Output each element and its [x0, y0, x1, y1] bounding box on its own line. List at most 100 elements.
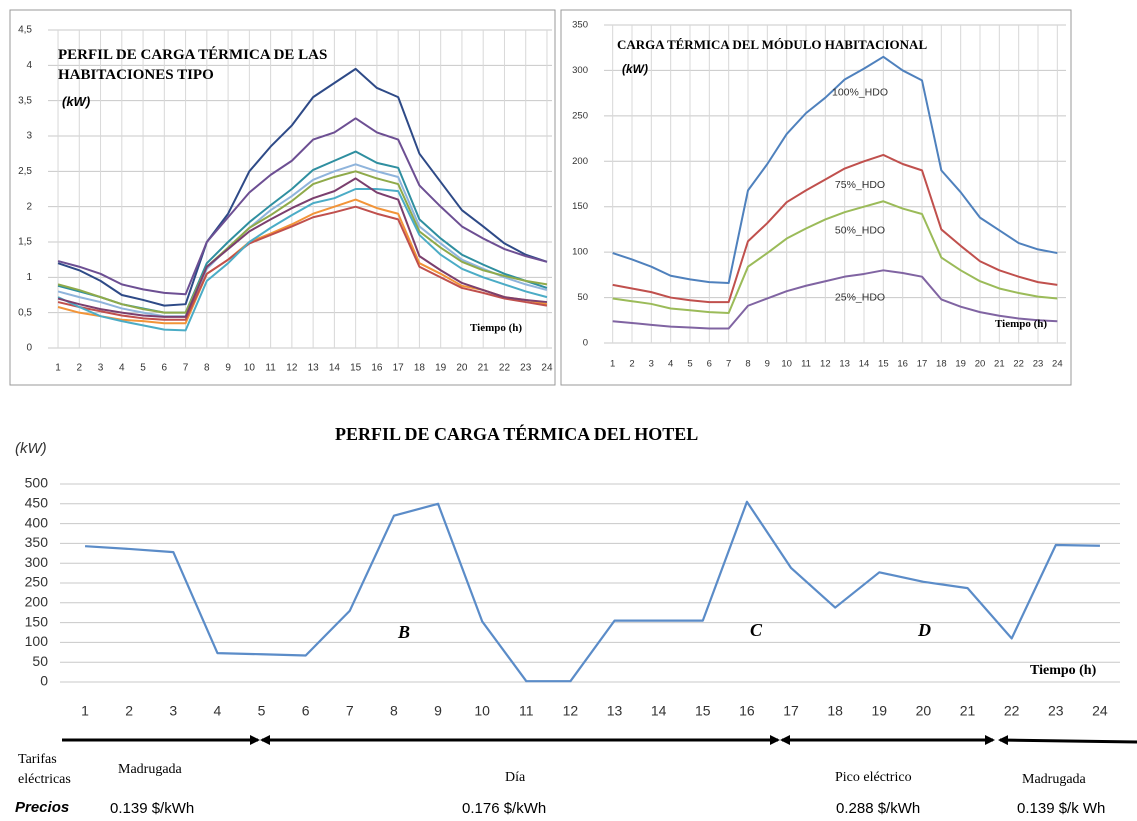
x-tick-label: 8: [745, 359, 750, 370]
series-line: [84, 500, 1100, 683]
x-tick-label: 20: [456, 363, 468, 374]
series-line: [57, 188, 548, 332]
x-tick-label: 22: [499, 363, 511, 374]
x-tick-label: 5: [258, 703, 266, 719]
x-tick-label: 18: [414, 363, 426, 374]
series-line: [612, 153, 1058, 304]
series-line: [57, 67, 548, 307]
x-tick-label: 7: [346, 703, 354, 719]
series-line: [612, 269, 1058, 330]
x-tick-label: 15: [350, 363, 362, 374]
x-tick-label: 2: [77, 363, 83, 374]
x-tick-label: 23: [1033, 359, 1044, 370]
y-tick-label: 200: [572, 156, 588, 167]
x-tick-label: 4: [119, 363, 125, 374]
x-tick-label: 6: [162, 363, 168, 374]
x-tick-label: 10: [474, 703, 490, 719]
x-tick-label: 2: [629, 359, 634, 370]
x-tick-label: 20: [975, 359, 986, 370]
x-tick-label: 17: [917, 359, 928, 370]
arrow: [998, 735, 1137, 746]
x-tick-label: 2: [125, 703, 133, 719]
y-tick-label: 0: [40, 673, 48, 689]
y-tick-label: 3,5: [18, 95, 32, 106]
series-line: [57, 177, 548, 318]
series-label: 75%_HDO: [835, 179, 885, 191]
tariff-label: Tarifas eléctricas: [18, 752, 71, 787]
series-line: [57, 198, 548, 325]
x-tick-label: 17: [393, 363, 405, 374]
x-tick-label: 1: [81, 703, 89, 719]
y-tick-label: 300: [572, 65, 588, 76]
y-tick-label: 200: [25, 594, 49, 610]
series-line: [57, 163, 548, 318]
x-tick-label: 14: [859, 359, 870, 370]
y-tick-label: 1,5: [18, 237, 32, 248]
x-tick-label: 24: [1052, 359, 1063, 370]
annotation: B: [398, 622, 411, 642]
y-tick-label: 100: [25, 633, 49, 649]
y-tick-label: 50: [32, 653, 48, 669]
x-tick-label: 22: [1004, 703, 1020, 719]
x-tick-label: 16: [897, 359, 908, 370]
y-tick-label: 250: [572, 110, 588, 121]
series-line: [57, 205, 548, 321]
x-tick-label: 5: [140, 363, 146, 374]
x-tick-label: 19: [435, 363, 447, 374]
x-tick-label: 6: [302, 703, 310, 719]
chart-title: PERFIL DE CARGA TÉRMICA DEL HOTEL: [335, 424, 699, 444]
chart-title: CARGA TÉRMICA DEL MÓDULO HABITACIONAL: [617, 37, 928, 52]
x-tick-label: 12: [563, 703, 579, 719]
prices-label: Precios: [15, 799, 70, 816]
series-line: [612, 55, 1058, 285]
period-name: Madrugada: [1022, 772, 1086, 787]
x-tick-label: 19: [872, 703, 888, 719]
y-axis-label: (kW): [62, 94, 91, 109]
x-tick-label: 11: [265, 363, 276, 374]
x-tick-label: 23: [1048, 703, 1064, 719]
x-tick-label: 14: [329, 363, 341, 374]
price: 0.288 $/kWh: [836, 800, 921, 817]
x-tick-label: 22: [1013, 359, 1024, 370]
annotation: C: [750, 620, 763, 640]
x-tick-label: 24: [1092, 703, 1108, 719]
x-tick-label: 19: [955, 359, 966, 370]
y-tick-label: 250: [25, 574, 49, 590]
y-tick-label: 0,5: [18, 307, 32, 318]
x-tick-label: 8: [390, 703, 398, 719]
y-tick-label: 350: [572, 20, 588, 31]
x-tick-label: 11: [519, 703, 534, 719]
x-tick-label: 18: [936, 359, 947, 370]
series-label: 50%_HDO: [835, 224, 885, 236]
x-axis-label: Tiempo (h): [1030, 663, 1097, 678]
x-tick-label: 21: [478, 363, 490, 374]
x-tick-label: 11: [801, 359, 811, 370]
y-tick-label: 4,5: [18, 25, 32, 36]
x-tick-label: 16: [371, 363, 383, 374]
x-tick-label: 10: [781, 359, 792, 370]
period-name: Madrugada: [118, 762, 182, 777]
y-tick-label: 500: [25, 475, 49, 491]
x-tick-label: 12: [820, 359, 831, 370]
x-axis-label: Tiempo (h): [995, 318, 1048, 330]
y-tick-label: 350: [25, 534, 49, 550]
y-tick-label: 450: [25, 495, 49, 511]
x-tick-label: 13: [839, 359, 850, 370]
x-tick-label: 9: [765, 359, 770, 370]
x-tick-label: 3: [649, 359, 654, 370]
series-line: [612, 200, 1058, 315]
y-tick-label: 2,5: [18, 166, 32, 177]
x-tick-label: 15: [695, 703, 711, 719]
x-tick-label: 18: [827, 703, 843, 719]
series-label: 100%_HDO: [832, 86, 888, 98]
x-tick-label: 6: [707, 359, 712, 370]
y-tick-label: 1: [26, 272, 32, 283]
y-tick-label: 3: [26, 131, 32, 142]
x-tick-label: 3: [169, 703, 177, 719]
annotation: D: [918, 620, 931, 640]
y-tick-label: 150: [572, 201, 588, 212]
x-tick-label: 1: [610, 359, 615, 370]
price: 0.176 $/kWh: [462, 800, 547, 817]
